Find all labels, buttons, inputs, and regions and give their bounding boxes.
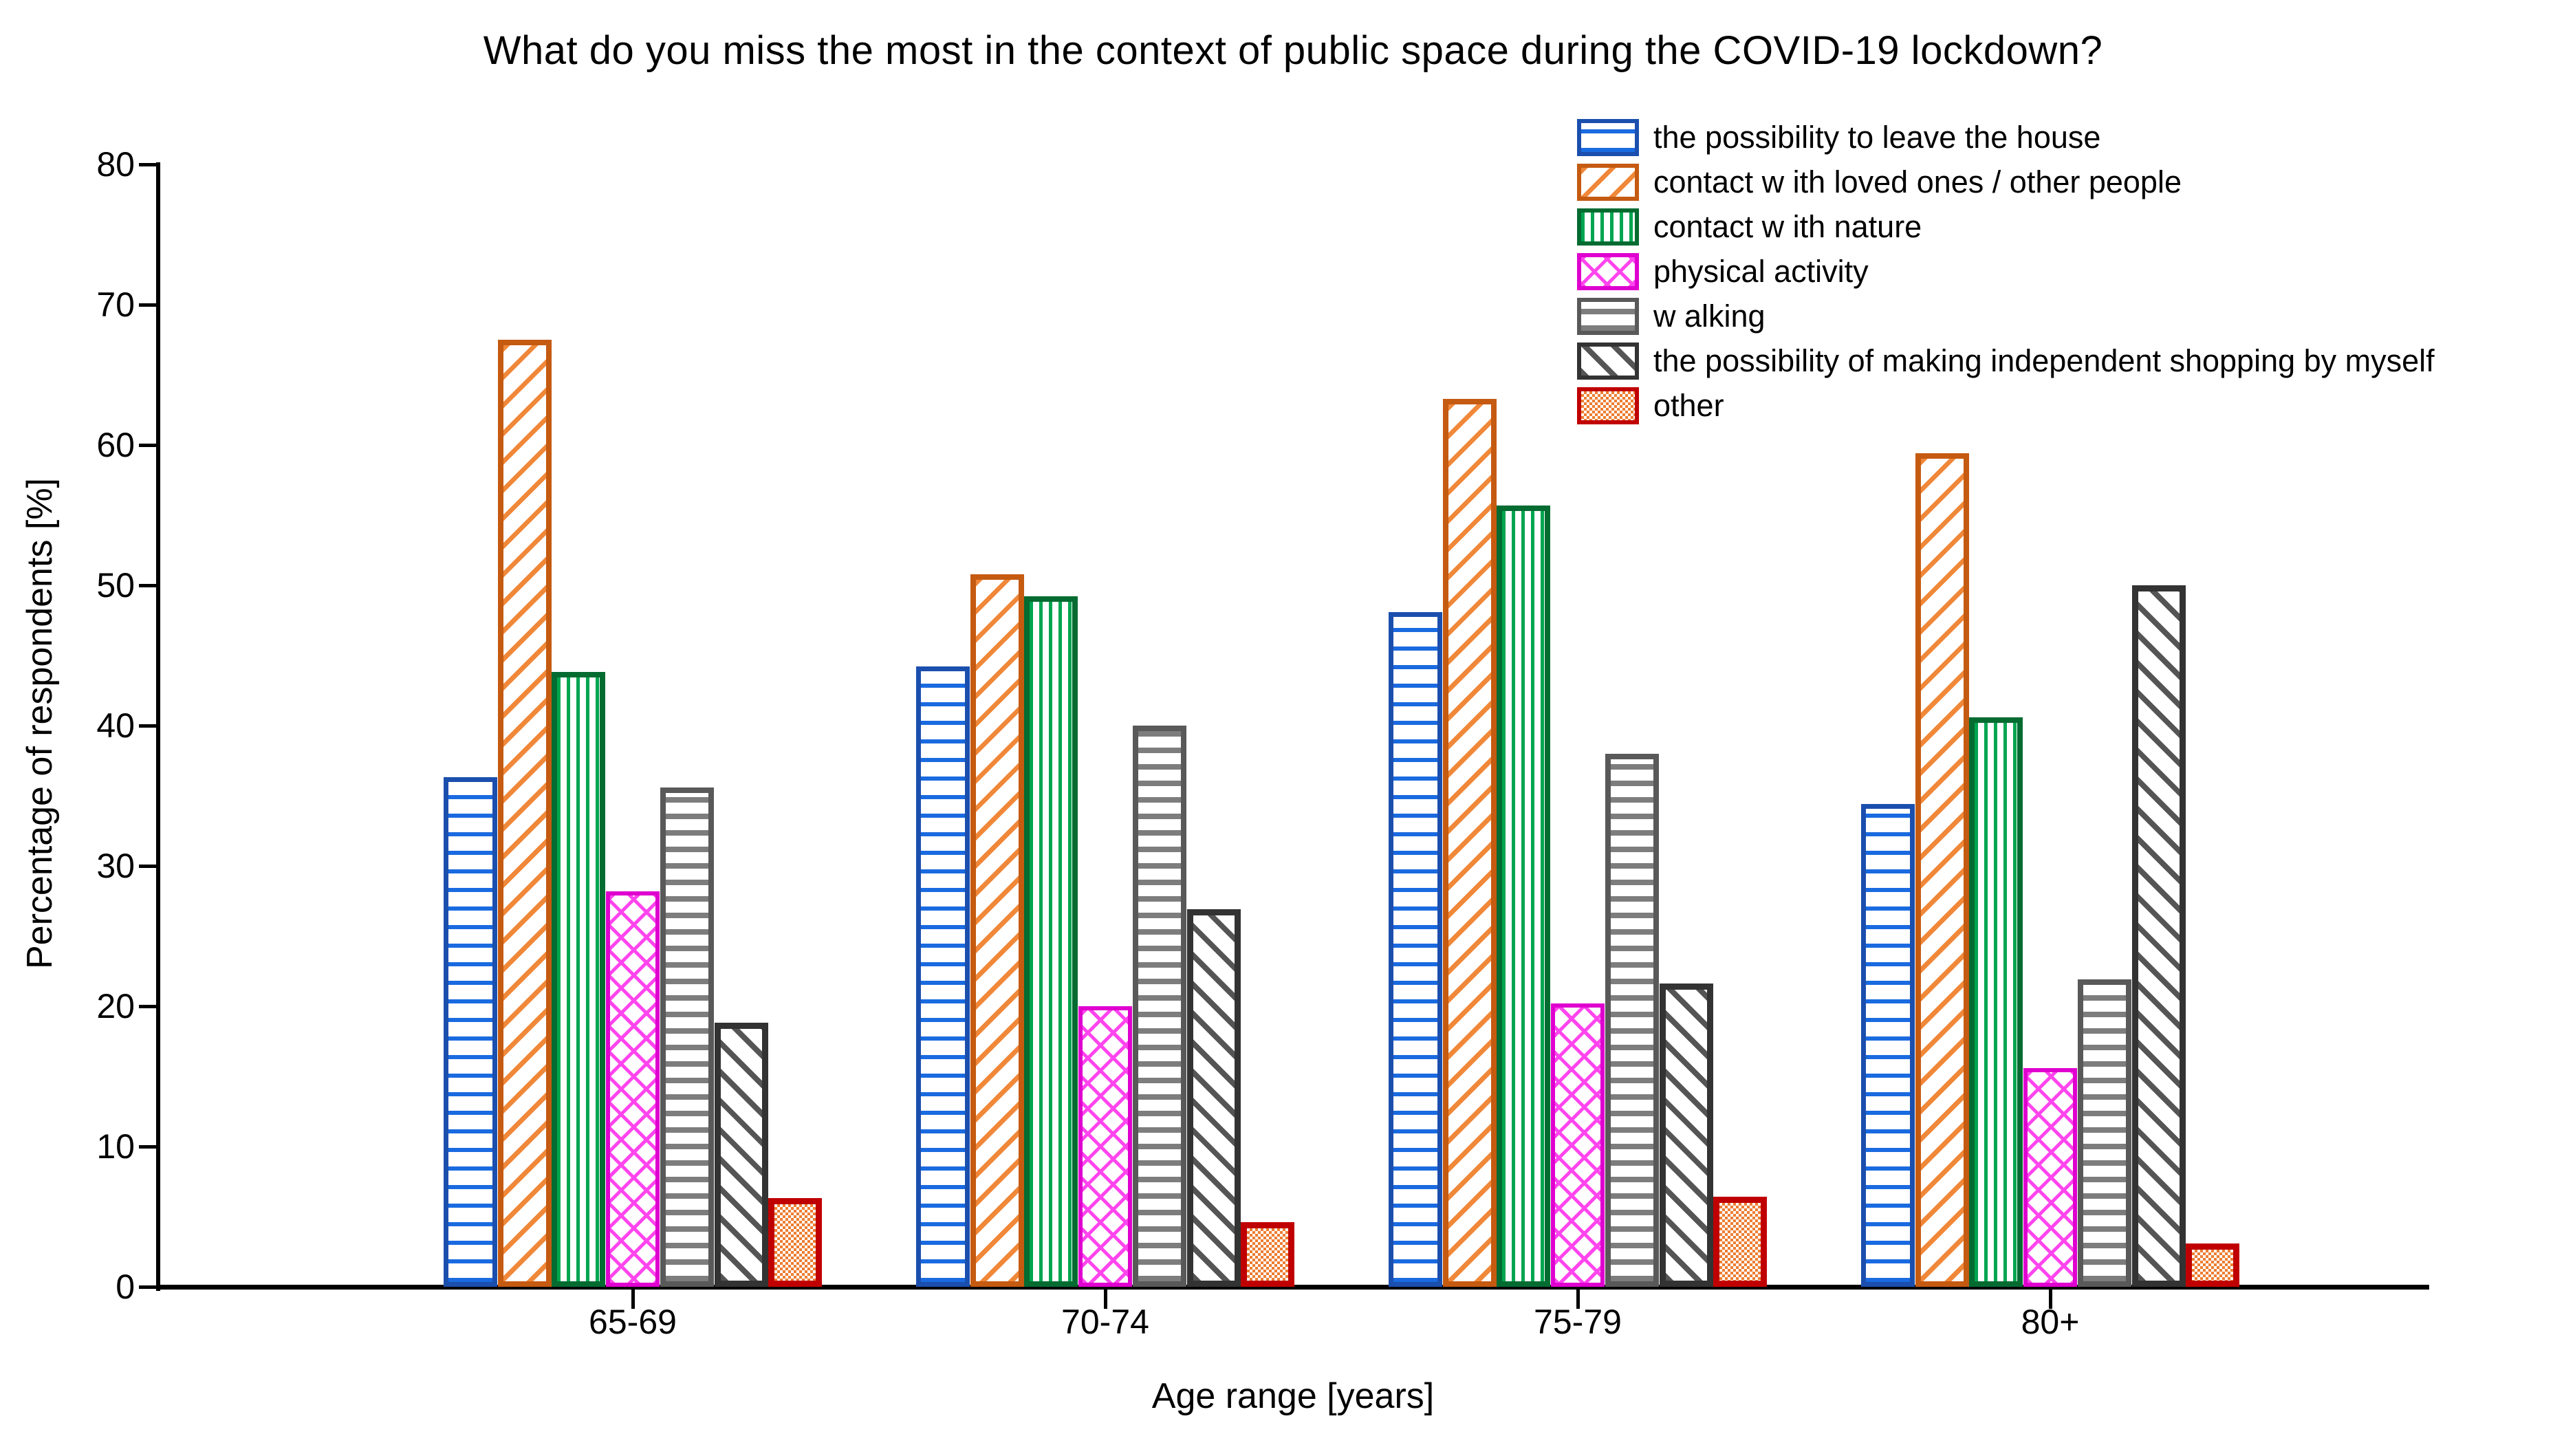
legend-label-the-possibility-of-making-independent-shopping-by-myself: the possibility of making independent sh… <box>1653 343 2435 378</box>
x-tick-70-74 <box>1104 1290 1107 1309</box>
x-tick-label-70-74: 70-74 <box>1061 1303 1149 1341</box>
y-tick-label-30: 30 <box>96 847 135 885</box>
bar-the-possibility-to-leave-the-house-65-69 <box>444 777 497 1287</box>
legend-swatch-physical-activity <box>1577 253 1639 290</box>
y-tick-50 <box>139 584 158 587</box>
x-tick-label-65-69: 65-69 <box>589 1303 677 1341</box>
bar-physical-activity-70-74 <box>1078 1006 1132 1287</box>
bar-physical-activity-75-79 <box>1551 1003 1605 1287</box>
bar-the-possibility-of-making-independent-shopping-by-myself-70-74 <box>1187 909 1241 1287</box>
y-tick-label-20: 20 <box>96 987 135 1025</box>
y-tick-80 <box>139 163 158 166</box>
y-tick-70 <box>139 303 158 307</box>
y-tick-label-80: 80 <box>96 145 135 184</box>
x-tick-75-79 <box>1576 1290 1580 1309</box>
legend-swatch-contact-w-ith-nature <box>1577 208 1639 246</box>
y-tick-label-60: 60 <box>96 426 135 464</box>
bar-contact-w-ith-nature-75-79 <box>1497 506 1550 1287</box>
bar-contact-w-ith-loved-ones-other-people-80 <box>1915 453 1969 1287</box>
bar-the-possibility-to-leave-the-house-70-74 <box>916 666 970 1287</box>
legend-swatch-contact-w-ith-loved-ones-other-people <box>1577 164 1639 201</box>
y-tick-30 <box>139 865 158 868</box>
x-axis-line <box>156 1285 2429 1290</box>
legend-label-contact-w-ith-nature: contact w ith nature <box>1653 209 1922 244</box>
bar-contact-w-ith-nature-70-74 <box>1024 596 1078 1287</box>
bar-contact-w-ith-nature-65-69 <box>552 672 605 1287</box>
y-tick-label-0: 0 <box>116 1268 135 1306</box>
bar-w-alking-65-69 <box>660 787 714 1287</box>
y-tick-label-50: 50 <box>96 566 135 605</box>
legend-swatch-other <box>1577 387 1639 424</box>
bar-the-possibility-to-leave-the-house-75-79 <box>1389 612 1442 1287</box>
legend-label-w-alking: w alking <box>1653 298 1765 334</box>
bar-w-alking-70-74 <box>1133 726 1186 1287</box>
legend-label-the-possibility-to-leave-the-house: the possibility to leave the house <box>1653 120 2101 155</box>
bar-other-70-74 <box>1241 1222 1294 1287</box>
y-tick-label-40: 40 <box>96 706 135 745</box>
legend-label-other: other <box>1653 388 1724 423</box>
y-tick-60 <box>139 444 158 447</box>
x-tick-label-80: 80+ <box>2021 1303 2080 1341</box>
bar-physical-activity-65-69 <box>606 891 660 1287</box>
x-tick-80 <box>2049 1290 2052 1309</box>
y-tick-label-10: 10 <box>96 1127 135 1166</box>
bar-the-possibility-of-making-independent-shopping-by-myself-75-79 <box>1660 984 1713 1287</box>
bar-the-possibility-of-making-independent-shopping-by-myself-65-69 <box>715 1023 768 1287</box>
chart-title: What do you miss the most in the context… <box>483 28 2103 73</box>
bar-contact-w-ith-loved-ones-other-people-70-74 <box>970 574 1024 1287</box>
bar-the-possibility-to-leave-the-house-80 <box>1861 804 1915 1287</box>
x-tick-label-75-79: 75-79 <box>1534 1303 1622 1341</box>
bar-w-alking-80 <box>2078 979 2131 1287</box>
x-tick-65-69 <box>631 1290 635 1309</box>
bar-physical-activity-80 <box>2023 1068 2077 1287</box>
y-tick-label-70: 70 <box>96 285 135 324</box>
bar-the-possibility-of-making-independent-shopping-by-myself-80 <box>2132 585 2186 1287</box>
legend-swatch-w-alking <box>1577 298 1639 335</box>
legend-label-contact-w-ith-loved-ones-other-people: contact w ith loved ones / other people <box>1653 164 2182 199</box>
y-tick-40 <box>139 724 158 728</box>
bar-other-80 <box>2186 1243 2239 1287</box>
y-axis-line <box>156 162 160 1291</box>
y-tick-0 <box>139 1285 158 1289</box>
bar-other-65-69 <box>768 1198 822 1287</box>
bar-w-alking-75-79 <box>1605 754 1659 1287</box>
bar-contact-w-ith-loved-ones-other-people-75-79 <box>1443 399 1497 1287</box>
legend-swatch-the-possibility-of-making-independent-shopping-by-myself <box>1577 343 1639 380</box>
y-tick-20 <box>139 1005 158 1008</box>
x-axis-title: Age range [years] <box>1151 1376 1435 1416</box>
y-tick-10 <box>139 1145 158 1149</box>
legend-label-physical-activity: physical activity <box>1653 254 1869 289</box>
bar-contact-w-ith-nature-80 <box>1969 717 2023 1287</box>
bar-contact-w-ith-loved-ones-other-people-65-69 <box>498 340 552 1287</box>
bar-other-75-79 <box>1713 1197 1767 1287</box>
legend-swatch-the-possibility-to-leave-the-house <box>1577 119 1639 156</box>
